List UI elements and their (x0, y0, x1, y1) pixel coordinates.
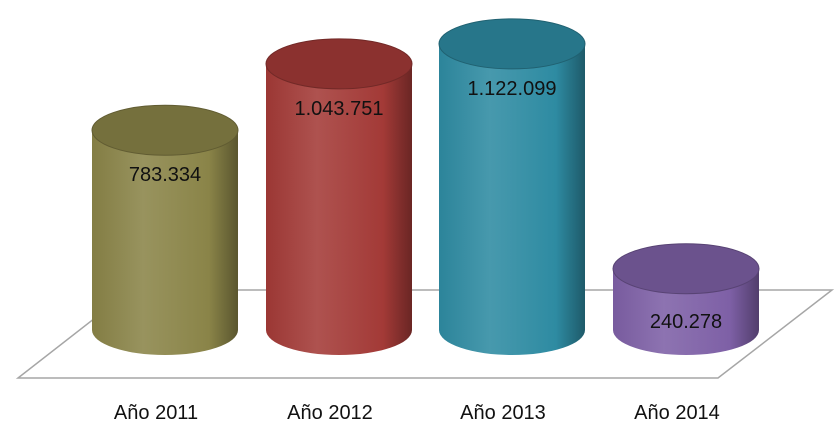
bar-body (266, 63, 412, 355)
bar-top (438, 18, 586, 70)
bar-top (265, 38, 413, 90)
category-label: Año 2012 (287, 402, 373, 424)
bars-group: 783.334 1.043.751 1.122.099 240.278 (91, 18, 760, 356)
category-labels-group: Año 2011 Año 2012 Año 2013 Año 2014 (114, 402, 720, 424)
bar-2: 1.043.751 (265, 38, 413, 355)
data-label: 240.278 (650, 311, 722, 333)
category-label: Año 2011 (114, 402, 198, 424)
data-label: 783.334 (129, 164, 201, 186)
bar-body (439, 43, 585, 356)
bar-4: 240.278 (612, 243, 760, 355)
category-label: Año 2014 (634, 402, 720, 424)
bar-body (92, 130, 238, 355)
bar-3: 1.122.099 (438, 18, 586, 356)
bar-top (612, 243, 760, 295)
bar-1: 783.334 (91, 104, 239, 355)
bar-top (91, 104, 239, 156)
data-label: 1.043.751 (295, 98, 384, 120)
data-label: 1.122.099 (468, 78, 557, 100)
category-label: Año 2013 (460, 402, 546, 424)
